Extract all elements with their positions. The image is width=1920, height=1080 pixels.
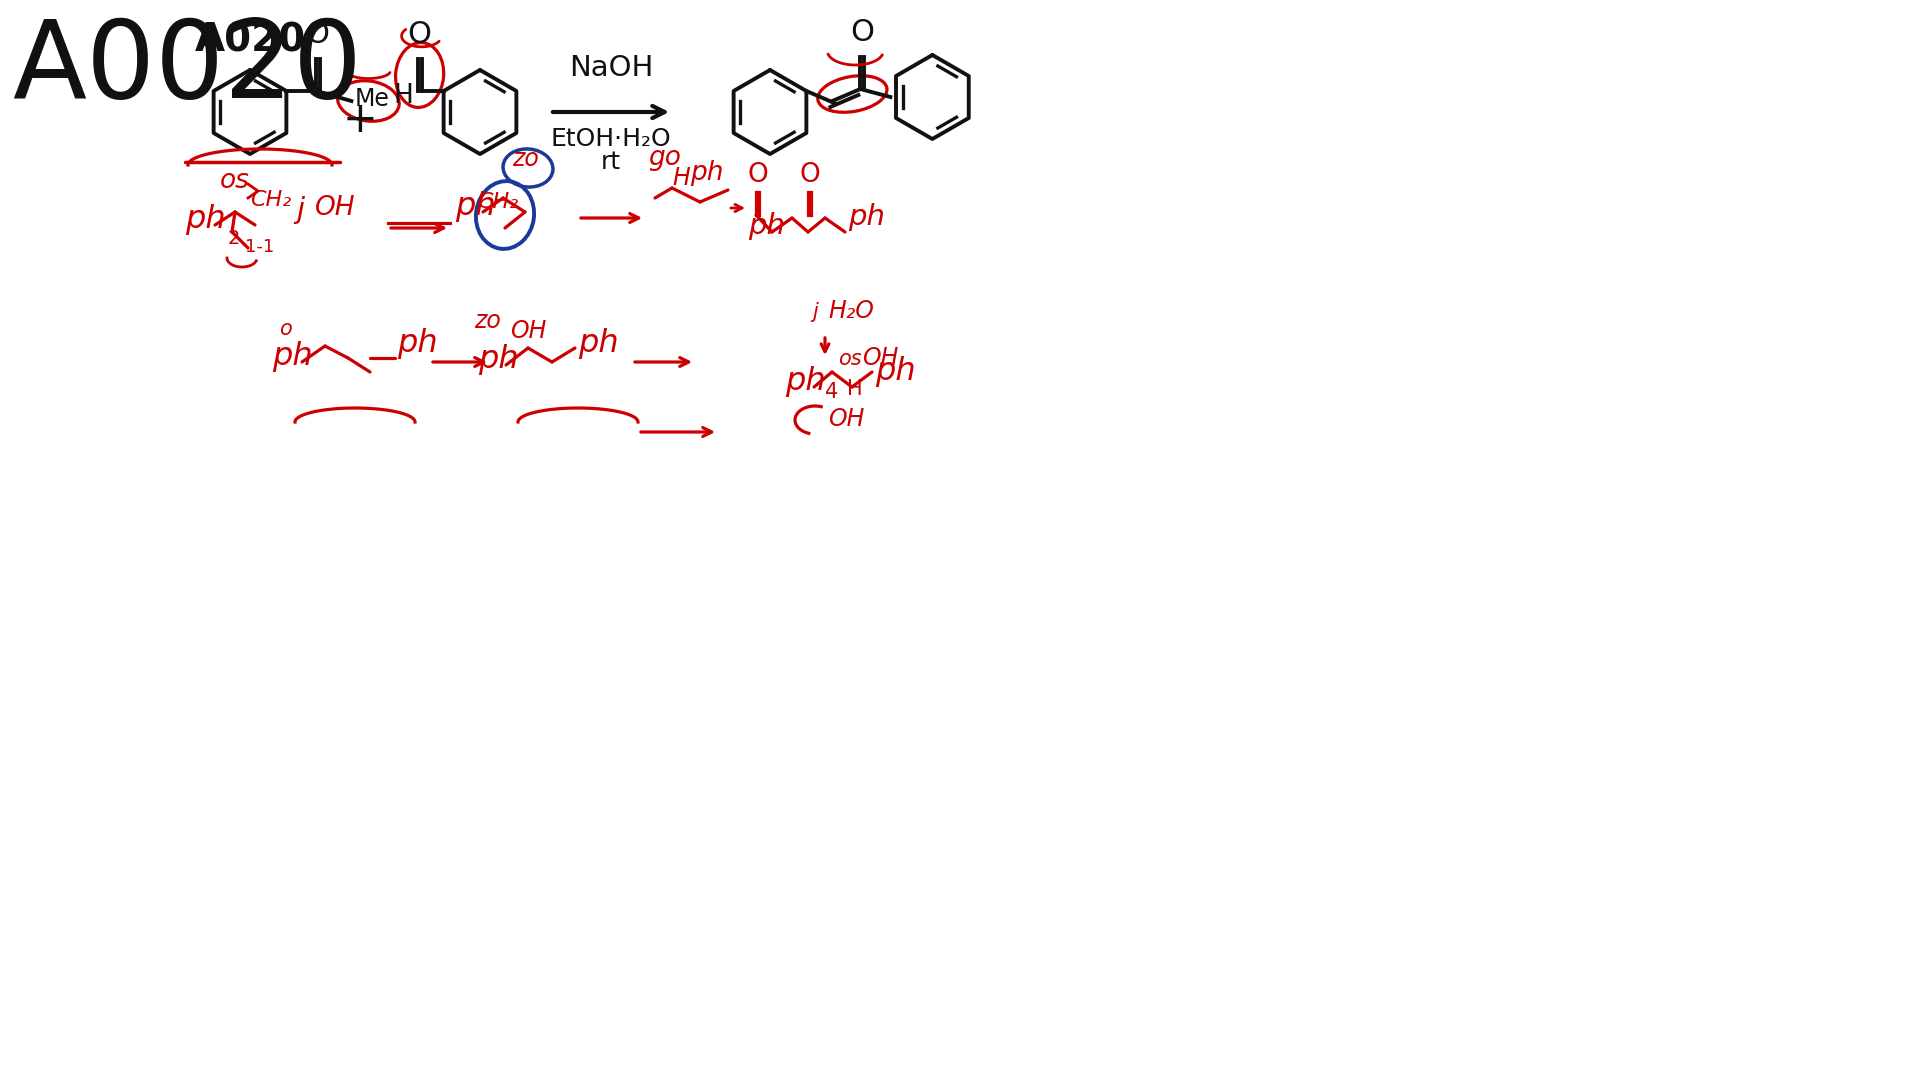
- Text: o: o: [278, 319, 292, 339]
- Text: CH₂: CH₂: [478, 192, 518, 212]
- Text: O: O: [305, 21, 330, 49]
- Text: ph: ph: [184, 204, 227, 235]
- Text: O: O: [851, 18, 874, 48]
- Text: A0020: A0020: [12, 15, 363, 121]
- Text: OH: OH: [315, 195, 355, 221]
- Text: OH: OH: [511, 319, 547, 343]
- Text: 2: 2: [228, 229, 240, 248]
- Text: os: os: [221, 168, 250, 194]
- Text: +: +: [342, 99, 378, 141]
- Text: os: os: [837, 349, 862, 369]
- Text: go: go: [649, 145, 682, 171]
- Text: ph: ph: [849, 203, 885, 231]
- Text: j: j: [812, 302, 818, 322]
- Text: NaOH: NaOH: [568, 54, 653, 82]
- Text: ph: ph: [273, 341, 313, 372]
- Text: zo: zo: [513, 147, 540, 171]
- Text: H: H: [847, 379, 862, 399]
- Text: O: O: [799, 162, 820, 188]
- Text: O: O: [407, 21, 432, 49]
- Text: ph: ph: [397, 328, 438, 359]
- Text: ph: ph: [876, 356, 916, 387]
- Text: ph: ph: [478, 345, 518, 375]
- Text: ph: ph: [689, 160, 724, 186]
- Text: H: H: [672, 166, 689, 190]
- Text: rt: rt: [601, 150, 620, 174]
- Text: zo: zo: [474, 309, 501, 333]
- Text: 1-1: 1-1: [246, 238, 275, 256]
- Text: ph: ph: [785, 366, 826, 397]
- Text: CH₂: CH₂: [250, 190, 292, 210]
- Text: ph: ph: [749, 212, 785, 240]
- Text: Me: Me: [355, 87, 390, 111]
- Text: j: j: [296, 195, 303, 224]
- Text: H: H: [394, 83, 413, 109]
- Text: OH: OH: [828, 407, 864, 431]
- Text: A020: A020: [196, 22, 307, 60]
- Text: O: O: [747, 162, 768, 188]
- Text: H₂O: H₂O: [828, 299, 874, 323]
- Text: ph: ph: [578, 328, 618, 359]
- Text: 4: 4: [826, 382, 839, 402]
- Text: OH: OH: [862, 346, 899, 370]
- Text: EtOH·H₂O: EtOH·H₂O: [551, 127, 672, 151]
- Text: ph: ph: [455, 191, 495, 222]
